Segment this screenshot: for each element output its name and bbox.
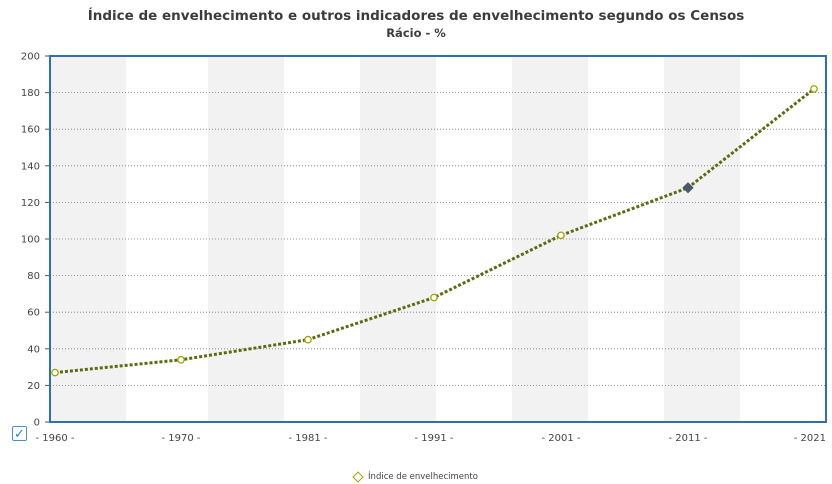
data-point-highlighted[interactable] [682, 182, 694, 194]
plot-border [49, 55, 827, 423]
data-point[interactable] [810, 85, 818, 93]
x-tick-label: - 1960 - [35, 433, 74, 444]
y-tick-label: 0 [34, 418, 40, 429]
y-tick-label: 80 [27, 271, 40, 282]
y-tick-label: 180 [21, 88, 40, 99]
data-point[interactable] [304, 335, 312, 344]
series-index-envelhecimento [51, 85, 818, 377]
horizontal-gridlines [50, 92, 826, 386]
legend[interactable]: Índice de envelhecimento [0, 470, 832, 483]
data-point[interactable] [51, 368, 59, 377]
legend-marker-icon [352, 470, 364, 483]
legend-label: Índice de envelhecimento [368, 472, 478, 482]
y-axis-ticks: 0 20 40 60 80 100 120 140 160 180 200 [21, 52, 50, 429]
check-icon[interactable]: ✓ [12, 426, 27, 442]
y-tick-label: 100 [21, 235, 40, 246]
y-tick-label: 40 [27, 344, 40, 355]
x-tick-label: - 1981 - [288, 433, 327, 444]
x-axis-ticks: - 1960 - - 1970 - - 1981 - - 1991 - - 2001 -… [35, 433, 826, 444]
data-point[interactable] [430, 293, 438, 302]
data-point[interactable] [557, 231, 565, 240]
y-tick-label: 140 [21, 161, 40, 172]
y-tick-label: 160 [21, 125, 40, 136]
x-tick-label: - 1970 - [161, 433, 200, 444]
y-tick-label: 20 [27, 381, 40, 392]
y-tick-label: 200 [21, 52, 40, 63]
plot-band [50, 56, 126, 422]
y-tick-label: 60 [27, 308, 40, 319]
y-tick-label: 120 [21, 198, 40, 209]
plot-band [512, 56, 588, 422]
x-tick-label: - 1991 - [414, 433, 453, 444]
plot-band [208, 56, 284, 422]
data-point[interactable] [177, 355, 185, 364]
x-tick-label: - 2001 - [541, 433, 580, 444]
chart-title: Índice de envelhecimento e outros indica… [87, 8, 745, 24]
plot-band [664, 56, 740, 422]
x-tick-label: - 2011 - [668, 433, 707, 444]
chart-subtitle: Rácio - % [386, 26, 446, 40]
x-tick-label: - 2021 [794, 433, 826, 444]
